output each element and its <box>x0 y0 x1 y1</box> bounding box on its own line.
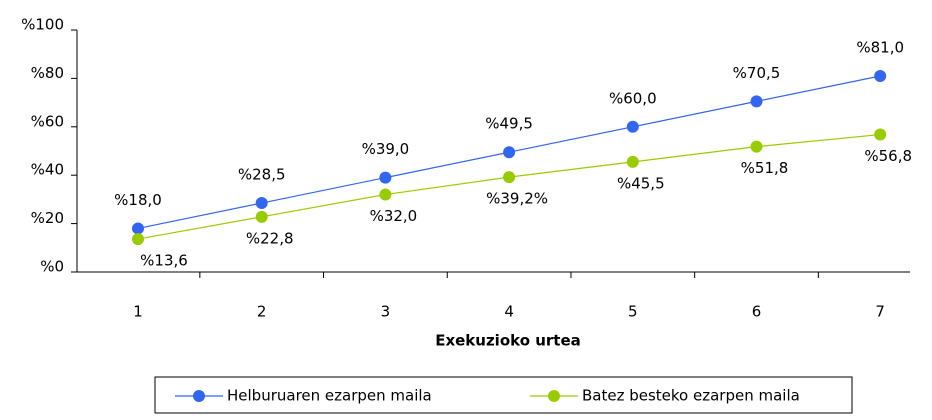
data-label: %60,0 <box>609 89 657 107</box>
data-label: %49,5 <box>485 115 533 133</box>
data-label: %18,0 <box>114 191 162 209</box>
data-label: %22,8 <box>246 229 294 247</box>
data-label: %70,5 <box>733 64 781 82</box>
x-tick-label: 3 <box>381 303 391 321</box>
x-tick-label: 6 <box>752 303 762 321</box>
point <box>874 69 887 82</box>
y-tick-label: %60 <box>31 112 64 130</box>
data-label: %13,6 <box>140 252 188 270</box>
data-label: %56,8 <box>864 147 912 165</box>
x-axis-label: Exekuzioko urtea <box>435 332 581 350</box>
legend-label: Batez besteko ezarpen maila <box>582 387 800 405</box>
y-tick-label: %100 <box>21 16 64 34</box>
y-tick-label: %80 <box>31 64 64 82</box>
legend-marker <box>548 390 560 402</box>
data-label: %39,0 <box>362 140 410 158</box>
point <box>874 128 887 141</box>
point <box>255 197 268 210</box>
point <box>379 171 392 184</box>
y-tick-label: %40 <box>31 161 64 179</box>
x-tick-label: 1 <box>133 303 143 321</box>
point <box>626 120 639 133</box>
point <box>132 222 144 235</box>
point <box>132 233 144 246</box>
point <box>255 210 268 223</box>
point <box>379 188 392 201</box>
y-tick-label: %20 <box>31 209 64 227</box>
legend-label: Helburuaren ezarpen maila <box>227 387 432 405</box>
y-tick-label: %0 <box>40 258 64 276</box>
point <box>503 171 516 184</box>
x-tick-label: 2 <box>257 303 267 321</box>
data-label: %28,5 <box>238 166 286 184</box>
data-label: %81,0 <box>856 38 904 56</box>
data-label: %39,2% <box>486 190 548 208</box>
data-label: %51,8 <box>741 159 789 177</box>
point <box>503 146 516 159</box>
legend-box <box>154 376 853 414</box>
legend-marker <box>193 390 205 402</box>
x-tick-label: 4 <box>504 303 514 321</box>
point <box>750 95 763 108</box>
point <box>750 140 763 153</box>
x-tick-label: 7 <box>875 303 885 321</box>
data-label: %45,5 <box>617 174 665 192</box>
x-tick-label: 5 <box>628 303 638 321</box>
data-label: %32,0 <box>370 207 418 225</box>
point <box>626 155 639 168</box>
